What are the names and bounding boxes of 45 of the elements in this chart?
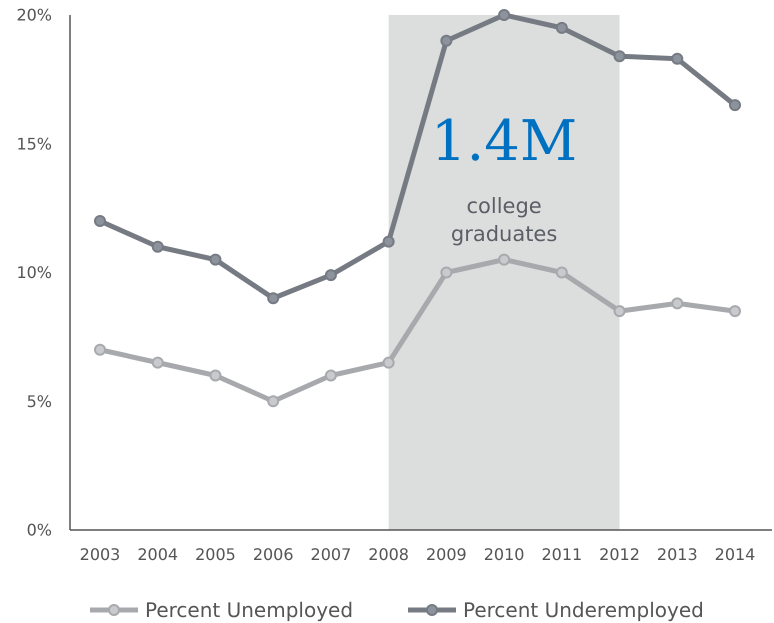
- x-tick-label: 2009: [426, 545, 467, 564]
- point: [382, 356, 395, 369]
- point: [94, 344, 106, 356]
- point: [324, 370, 337, 382]
- x-tick-label: 2005: [195, 545, 236, 564]
- x-tick-label: 2014: [714, 545, 756, 564]
- point: [498, 254, 510, 266]
- point: [671, 297, 684, 310]
- point: [498, 9, 510, 21]
- x-tick-label: 2008: [368, 545, 409, 564]
- point: [729, 305, 741, 318]
- point: [152, 356, 164, 369]
- y-tick-label: 10%: [16, 263, 52, 282]
- point: [209, 254, 222, 266]
- point: [614, 50, 626, 62]
- annotation: college graduates: [450, 194, 558, 246]
- point: [671, 52, 684, 65]
- annotation: 1.4M: [430, 109, 578, 174]
- point: [324, 269, 337, 282]
- point: [152, 240, 164, 253]
- point: [94, 215, 106, 227]
- x-tick-label: 2006: [252, 545, 294, 564]
- point: [440, 34, 452, 47]
- point: [267, 395, 280, 408]
- point: [556, 22, 568, 34]
- x-tick-label: 2004: [137, 545, 178, 564]
- y-tick-label: 15%: [16, 134, 52, 154]
- y-tick-label: 20%: [16, 6, 52, 25]
- y-tick-label: 0%: [26, 520, 52, 540]
- x-tick-label: 2011: [541, 545, 582, 564]
- legend-label: Percent Underemployed: [463, 598, 704, 622]
- x-tick-label: 2010: [484, 545, 524, 564]
- x-tick-label: 2003: [80, 545, 120, 564]
- point: [556, 266, 568, 278]
- point: [614, 305, 626, 318]
- x-tick-label: 2012: [599, 545, 640, 564]
- x-tick-label: 2007: [310, 545, 352, 564]
- point: [729, 99, 741, 112]
- point: [440, 266, 452, 278]
- point: [267, 292, 280, 304]
- legend-label: Percent Unemployed: [145, 598, 354, 622]
- point: [209, 370, 222, 382]
- point: [382, 236, 395, 248]
- y-tick-label: 5%: [26, 392, 52, 411]
- x-tick-label: 2013: [656, 545, 698, 564]
